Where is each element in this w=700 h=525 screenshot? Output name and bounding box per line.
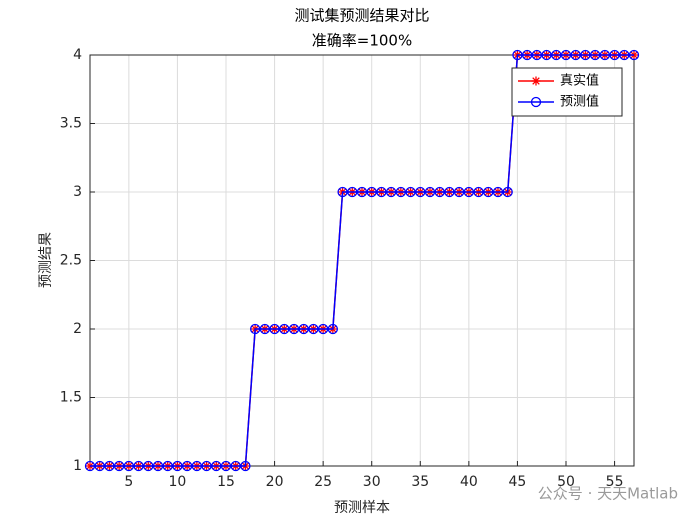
- legend-label: 真实值: [560, 73, 599, 89]
- marker: [181, 460, 193, 472]
- marker: [453, 186, 465, 198]
- legend-label: 预测值: [560, 94, 599, 110]
- marker: [570, 49, 581, 61]
- legend-box: [511, 67, 623, 117]
- marker: [220, 460, 232, 472]
- marker: [317, 323, 329, 335]
- y-tick-label: 4: [73, 47, 82, 63]
- marker: [395, 186, 407, 198]
- series-line: [90, 54, 634, 467]
- marker: [288, 323, 300, 335]
- marker: [259, 323, 271, 335]
- marker: [531, 76, 541, 86]
- y-tick-label: 2: [73, 321, 82, 337]
- marker: [162, 460, 173, 472]
- marker: [230, 460, 241, 472]
- x-tick-label: 20: [266, 474, 284, 490]
- x-tick-label: 45: [509, 474, 527, 490]
- marker: [201, 460, 212, 472]
- x-tick-label: 10: [169, 474, 187, 490]
- marker: [619, 49, 630, 61]
- marker: [483, 186, 494, 198]
- marker: [424, 186, 436, 198]
- marker: [279, 323, 290, 335]
- marker: [104, 460, 115, 472]
- marker: [240, 460, 251, 472]
- marker: [191, 460, 203, 472]
- marker: [347, 186, 358, 198]
- marker: [84, 460, 96, 472]
- marker: [551, 49, 562, 61]
- marker: [609, 49, 620, 61]
- marker: [463, 186, 475, 198]
- marker: [599, 49, 611, 61]
- marker: [356, 186, 368, 198]
- marker: [337, 186, 348, 198]
- y-tick-label: 1.5: [60, 390, 82, 406]
- marker: [327, 323, 339, 335]
- x-tick-label: 25: [314, 474, 332, 490]
- marker: [473, 186, 484, 198]
- marker: [385, 186, 397, 198]
- watermark: 公众号 · 天天Matlab: [538, 485, 678, 503]
- marker: [512, 49, 523, 61]
- x-tick-label: 15: [217, 474, 235, 490]
- x-tick-label: 40: [460, 474, 478, 490]
- y-tick-label: 3: [73, 184, 82, 200]
- marker: [172, 460, 183, 472]
- axes-box: [89, 54, 635, 467]
- y-tick-label: 1: [73, 458, 82, 474]
- x-tick-label: 55: [606, 474, 624, 490]
- x-tick-label: 30: [363, 474, 381, 490]
- marker: [502, 186, 513, 198]
- y-tick-label: 2.5: [60, 253, 82, 269]
- marker: [434, 186, 445, 198]
- marker: [94, 460, 105, 472]
- marker: [521, 49, 533, 61]
- chart-subtitle: 准确率=100%: [312, 32, 412, 50]
- marker: [530, 96, 542, 108]
- marker: [249, 323, 261, 335]
- marker: [211, 460, 222, 472]
- marker: [152, 460, 164, 472]
- marker: [560, 49, 572, 61]
- marker: [269, 323, 280, 335]
- marker: [366, 186, 377, 198]
- x-tick-label: 50: [557, 474, 575, 490]
- x-axis-label: 预测样本: [334, 500, 390, 516]
- marker: [308, 323, 319, 335]
- marker: [580, 49, 591, 61]
- marker: [444, 186, 455, 198]
- x-tick-label: 35: [411, 474, 429, 490]
- marker: [628, 49, 640, 61]
- x-tick-label: 5: [124, 474, 133, 490]
- marker: [133, 460, 144, 472]
- marker: [113, 460, 125, 472]
- marker: [298, 323, 309, 335]
- marker: [376, 186, 387, 198]
- y-axis-label: 预测结果: [38, 232, 54, 288]
- marker: [123, 460, 135, 472]
- marker: [415, 186, 426, 198]
- marker: [589, 49, 601, 61]
- marker: [405, 186, 416, 198]
- y-tick-label: 3.5: [60, 116, 82, 132]
- marker: [541, 49, 552, 61]
- chart-title: 测试集预测结果对比: [294, 7, 429, 25]
- marker: [143, 460, 154, 472]
- marker: [531, 49, 543, 61]
- marker: [492, 186, 504, 198]
